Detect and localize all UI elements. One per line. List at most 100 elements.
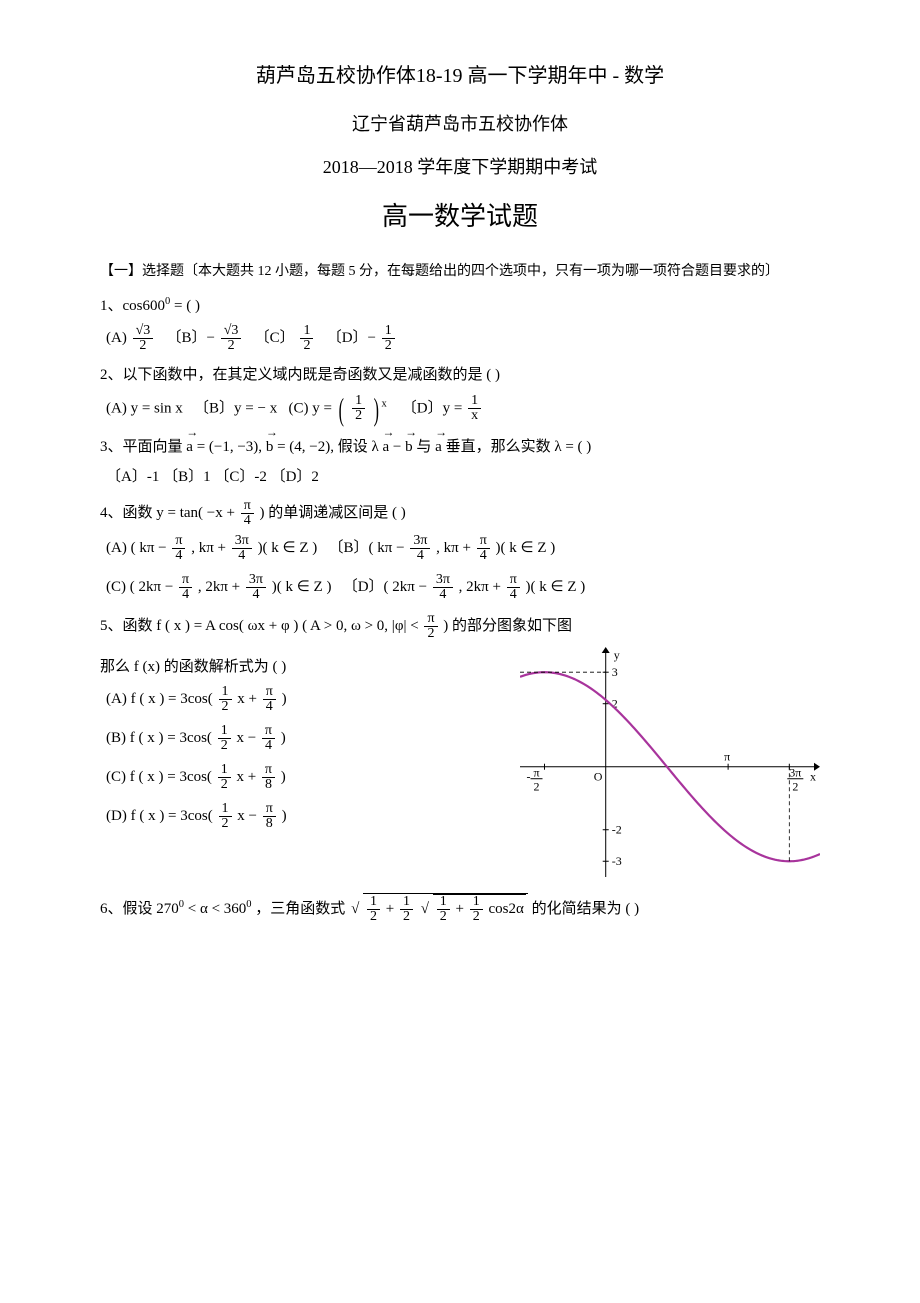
q2-C-num: 1 — [352, 394, 365, 409]
q5-C1: 12 — [218, 763, 231, 792]
q6-f4: 12 — [470, 895, 483, 924]
svg-text:π: π — [724, 749, 730, 763]
vector-a2-icon: a — [383, 435, 390, 459]
q4-A-post: )( k ∈ Z ) — [258, 540, 318, 556]
section-1-intro: 【一】选择题〔本大题共 12 小题，每题 5 分，在每题给出的四个选项中，只有一… — [100, 261, 820, 283]
q4-D-mid: , 2kπ + — [459, 579, 505, 595]
q3-tail: 垂直，那么实数 λ = ( ) — [446, 439, 592, 455]
q4-A-pre: (A) ( kπ − — [106, 540, 170, 556]
q6-f4-num: 1 — [470, 895, 483, 910]
question-3: 3、平面向量 a = (−1, −3), b = (4, −2), 假设 λ a… — [100, 435, 820, 459]
q5-C2-den: 8 — [262, 778, 275, 792]
q4-C-post: )( k ∈ Z ) — [272, 579, 332, 595]
q4-D2-num: π — [507, 573, 520, 588]
q4-options-row1: (A) ( kπ − π4 , kπ + 3π4 )( k ∈ Z ) 〔B〕(… — [106, 534, 820, 563]
q4-B1: 3π4 — [410, 534, 430, 563]
q2-options: (A) y = sin x 〔B〕y = − x (C) y = ( 1 2 )… — [106, 393, 820, 425]
q5-body: 那么 f (x) 的函数解析式为 ( ) (A) f ( x ) = 3cos(… — [100, 647, 820, 885]
q5-D1-num: 1 — [219, 802, 232, 817]
q1-A-frac: √3 2 — [133, 324, 154, 353]
svg-text:2: 2 — [792, 779, 798, 793]
q6-plus1: + — [386, 901, 398, 917]
q6-f4-den: 2 — [470, 910, 483, 924]
q6-f3-num: 1 — [437, 895, 450, 910]
q4-options-row2: (C) ( 2kπ − π4 , 2kπ + 3π4 )( k ∈ Z ) 〔D… — [106, 573, 820, 602]
q6-pre: 6、假设 270 — [100, 901, 179, 917]
q4-A-mid: , kπ + — [191, 540, 230, 556]
q4-B2-den: 4 — [477, 549, 490, 563]
q4-D1: 3π4 — [433, 573, 453, 602]
q6-f3: 12 — [437, 895, 450, 924]
q5-B2: π4 — [262, 724, 275, 753]
outer-sqrt-icon: 12 + 12 12 + 12 cos2α — [349, 893, 528, 924]
q4-C1: π4 — [179, 573, 192, 602]
svg-text:y: y — [614, 648, 620, 662]
q4-C2-num: 3π — [246, 573, 266, 588]
q2-C-exp: x — [382, 398, 387, 409]
q5-B1-den: 2 — [218, 739, 231, 753]
q6-mid1: < α < 360 — [188, 901, 247, 917]
q3-pre: 3、平面向量 — [100, 439, 186, 455]
q4-C-pre: (C) ( 2kπ − — [106, 579, 177, 595]
q5-B-post: ) — [281, 730, 286, 746]
q4-pre: 4、函数 y = tan( −x + — [100, 505, 239, 521]
q5-A2-num: π — [263, 685, 276, 700]
svg-text:2: 2 — [534, 779, 540, 793]
vector-a-icon: a — [186, 435, 193, 459]
q5-D2: π8 — [263, 802, 276, 831]
vector-a3-icon: a — [435, 435, 442, 459]
q6-f1-num: 1 — [367, 895, 380, 910]
q4-A2-den: 4 — [232, 549, 252, 563]
q6-f1: 12 — [367, 895, 380, 924]
q1-D-label: 〔D〕− — [327, 330, 380, 346]
q5-A2-den: 4 — [263, 700, 276, 714]
q5-C1-num: 1 — [218, 763, 231, 778]
q4-C1-den: 4 — [179, 588, 192, 602]
q6-f3-den: 2 — [437, 910, 450, 924]
q5-D1-den: 2 — [219, 817, 232, 831]
svg-text:3π: 3π — [789, 765, 801, 779]
q1-C-den: 2 — [300, 339, 313, 353]
q1-B-frac: √3 2 — [221, 324, 242, 353]
q2-D-frac: 1 x — [468, 394, 481, 423]
cosine-graph: -3-223yx-π2Oπ3π2 — [520, 647, 820, 877]
question-2: 2、以下函数中，在其定义域内既是奇函数又是减函数的是 ( ) — [100, 363, 820, 387]
q4-B-mid: , kπ + — [436, 540, 475, 556]
page-title-3: 2018—2018 学年度下学期期中考试 — [100, 153, 820, 182]
q4-B-post: )( k ∈ Z ) — [496, 540, 556, 556]
q5-D2-den: 8 — [263, 817, 276, 831]
question-6: 6、假设 2700 < α < 3600 ，三角函数式 12 + 12 12 +… — [100, 893, 820, 924]
q1-A-label: (A) — [106, 330, 127, 346]
q5-D-mid: x − — [237, 808, 260, 824]
q1-D-frac: 1 2 — [382, 324, 395, 353]
q6-f1-den: 2 — [367, 910, 380, 924]
q4-A1-den: 4 — [172, 549, 185, 563]
vector-b2-icon: b — [405, 435, 413, 459]
q6-plus2: + — [456, 901, 468, 917]
svg-text:O: O — [594, 769, 603, 783]
q1-B-num: √3 — [221, 324, 242, 339]
q1-stem-suffix: = ( ) — [174, 298, 200, 314]
q5-A2: π4 — [263, 685, 276, 714]
q5-A1-den: 2 — [219, 700, 232, 714]
q5-D1: 12 — [219, 802, 232, 831]
q1-A-num: √3 — [133, 324, 154, 339]
q2-D-prefix: 〔D〕y = — [402, 400, 466, 416]
page-title-1: 葫芦岛五校协作体18-19 高一下学期年中 - 数学 — [100, 60, 820, 92]
q5-D2-num: π — [263, 802, 276, 817]
q1-A-den: 2 — [133, 339, 154, 353]
q4-D2-den: 4 — [507, 588, 520, 602]
q1-D-num: 1 — [382, 324, 395, 339]
q2-C-den: 2 — [352, 409, 365, 423]
q5-D-pre: (D) f ( x ) = 3cos( — [106, 808, 217, 824]
q5-C-pre: (C) f ( x ) = 3cos( — [106, 769, 216, 785]
q5-A-pre: (A) f ( x ) = 3cos( — [106, 691, 217, 707]
q4-post: ) 的单调递减区间是 ( ) — [260, 505, 406, 521]
q1-C-num: 1 — [300, 324, 313, 339]
q4-C2-den: 4 — [246, 588, 266, 602]
q4-A1-num: π — [172, 534, 185, 549]
q4-stem-num: π — [241, 499, 254, 514]
q4-A2: 3π4 — [232, 534, 252, 563]
q1-C-frac: 1 2 — [300, 324, 313, 353]
q4-stem-den: 4 — [241, 514, 254, 528]
